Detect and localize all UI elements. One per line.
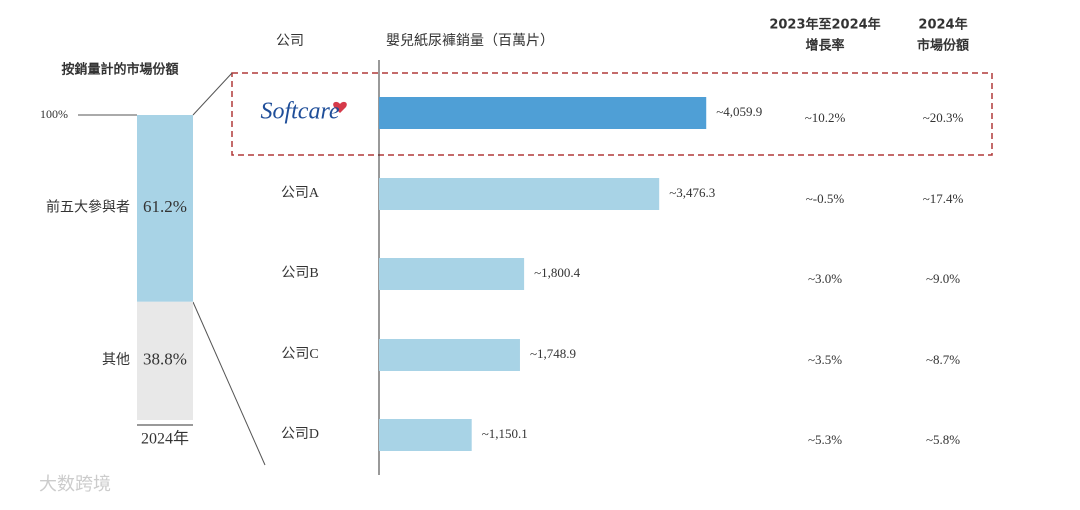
- column-header: 增長率: [805, 38, 844, 54]
- highlight-box: [231, 72, 993, 156]
- bar: [379, 339, 520, 371]
- category-label: 公司D: [281, 427, 319, 442]
- watermark: 大数跨境: [39, 474, 111, 495]
- table-cell: ~20.3%: [923, 110, 964, 125]
- column-header: 2024年: [918, 17, 967, 33]
- value-label: ~4,059.9: [716, 104, 762, 119]
- value-label: ~1,748.9: [530, 346, 576, 361]
- table-cell: ~3.5%: [808, 352, 842, 367]
- category-label: Softcare: [260, 99, 339, 125]
- value-label: 61.2%: [143, 197, 187, 216]
- column-header: 公司: [276, 34, 304, 49]
- bar: [379, 97, 707, 129]
- bar: [379, 258, 525, 290]
- column-header: 2023年至2024年: [769, 17, 880, 33]
- bar: [379, 178, 660, 210]
- category-label: 公司A: [281, 186, 320, 201]
- legend-label: 前五大參與者: [46, 199, 130, 216]
- table-cell: ~8.7%: [926, 352, 960, 367]
- table-cell: ~3.0%: [808, 271, 842, 286]
- connector: [192, 72, 233, 116]
- value-label: ~1,150.1: [482, 426, 528, 441]
- share-title: 按銷量計的市場份額: [61, 62, 178, 78]
- table-cell: ~10.2%: [805, 110, 846, 125]
- bar: [379, 419, 472, 451]
- legend-label: 其他: [102, 352, 130, 368]
- table-cell: ~5.3%: [808, 432, 842, 447]
- bar-segment: [137, 115, 193, 302]
- category-label: 公司B: [281, 266, 318, 281]
- logo-heart: [333, 101, 347, 113]
- chart-title: 嬰兒紙尿褲銷量（百萬片）: [386, 33, 554, 49]
- value-label: ~3,476.3: [669, 185, 715, 200]
- table-cell: ~17.4%: [923, 191, 964, 206]
- value-label: 38.8%: [143, 350, 187, 369]
- category-label: 公司C: [281, 347, 318, 362]
- x-tick-label: 2024年: [141, 430, 189, 448]
- column-header: 市場份額: [917, 38, 969, 54]
- value-label: ~1,800.4: [534, 265, 581, 280]
- table-cell: ~-0.5%: [806, 191, 845, 206]
- table-cell: ~9.0%: [926, 271, 960, 286]
- table-cell: ~5.8%: [926, 432, 960, 447]
- connector: [192, 301, 266, 466]
- y-tick-label: 100%: [40, 107, 68, 121]
- bar-segment: [137, 301, 193, 420]
